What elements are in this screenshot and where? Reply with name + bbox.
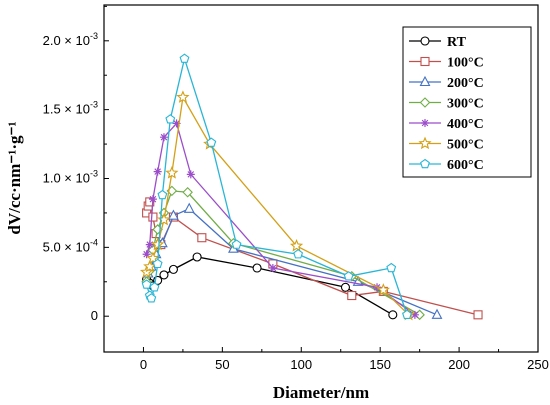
data-point-100c <box>197 233 207 243</box>
data-point-600c <box>231 239 242 249</box>
data-point-600c <box>146 293 157 303</box>
legend-label-600c: 600°C <box>447 158 484 173</box>
x-tick-label: 0 <box>140 357 147 372</box>
y-tick-label: 0 <box>91 308 98 323</box>
data-point-100c <box>347 290 357 301</box>
series-line-400c <box>145 122 416 316</box>
series-400c <box>142 119 419 319</box>
data-point-400c <box>268 264 277 273</box>
data-point-500c <box>289 239 304 252</box>
legend-label-300c: 300°C <box>447 97 484 112</box>
series-500c <box>140 90 416 321</box>
data-point-600c <box>165 114 176 124</box>
data-point-400c <box>159 133 168 142</box>
data-point-300c <box>182 186 193 198</box>
data-point-600c <box>152 258 163 269</box>
y-tick-label: 2.0 × 10-3 <box>43 31 98 48</box>
series-line-500c <box>146 95 410 316</box>
legend-label-rt: RT <box>447 35 467 50</box>
series-300c <box>141 185 425 321</box>
data-point-200c <box>183 202 195 213</box>
data-point-600c <box>206 137 217 147</box>
legend-label-400c: 400°C <box>447 117 484 132</box>
legend-marker-500c <box>418 136 432 150</box>
data-point-200c <box>431 308 443 319</box>
axis-ticks: 0 50 100 150 200 250 0 5.0 × 10-4 1.0 × 10-3 1.5 … <box>43 5 549 372</box>
data-point-rt <box>159 270 169 280</box>
data-point-600c <box>343 271 354 281</box>
data-point-600c <box>141 279 152 289</box>
legend-label-500c: 500°C <box>447 138 484 153</box>
x-tick-label: 200 <box>448 357 470 372</box>
data-point-rt <box>340 282 351 292</box>
legend-marker-rt <box>420 36 430 46</box>
data-point-400c <box>142 250 151 259</box>
series-layer <box>140 53 483 321</box>
y-tick-label: 5.0 × 10-4 <box>43 237 98 254</box>
data-point-rt <box>192 252 202 262</box>
data-point-400c <box>153 167 162 176</box>
data-point-500c <box>157 212 171 226</box>
legend-marker-600c <box>420 158 430 169</box>
y-axis-title: dV/cc·nm⁻¹·g⁻¹ <box>5 121 24 234</box>
data-point-400c <box>186 170 195 179</box>
data-point-600c <box>149 282 160 292</box>
x-axis-title: Diameter/nm <box>273 383 369 402</box>
data-point-600c <box>293 249 304 259</box>
legend-label-200c: 200°C <box>447 76 484 91</box>
data-point-rt <box>388 310 398 320</box>
legend-marker-300c <box>419 97 431 108</box>
data-point-200c <box>168 209 179 220</box>
x-tick-label: 50 <box>215 357 229 372</box>
series-600c <box>141 53 412 320</box>
data-point-500c <box>376 283 390 296</box>
data-point-600c <box>179 53 190 63</box>
data-point-100c <box>148 212 158 222</box>
data-point-600c <box>402 309 412 320</box>
data-point-400c <box>148 195 157 204</box>
y-tick-label: 1.0 × 10-3 <box>43 169 98 186</box>
legend-marker-200c <box>419 75 431 87</box>
data-point-rt <box>168 264 178 274</box>
data-point-500c <box>165 166 179 179</box>
legend: RT 100°C 200°C 300°C 400°C 500°C 600°C <box>402 26 532 178</box>
legend-marker-400c <box>421 119 429 127</box>
x-tick-label: 150 <box>369 357 391 372</box>
data-point-400c <box>410 310 419 319</box>
legend-label-100c: 100°C <box>447 56 484 71</box>
y-tick-label: 1.5 × 10-3 <box>43 100 98 117</box>
data-point-500c <box>151 237 165 251</box>
x-tick-label: 250 <box>527 357 549 372</box>
data-point-600c <box>157 189 168 200</box>
data-point-600c <box>386 262 397 273</box>
data-point-rt <box>252 263 262 273</box>
data-point-100c <box>473 310 483 320</box>
data-point-400c <box>145 240 154 249</box>
legend-marker-100c <box>420 56 430 67</box>
x-tick-label: 100 <box>290 357 312 372</box>
data-point-100c <box>145 197 155 207</box>
data-point-400c <box>172 119 181 128</box>
data-point-500c <box>176 90 190 103</box>
